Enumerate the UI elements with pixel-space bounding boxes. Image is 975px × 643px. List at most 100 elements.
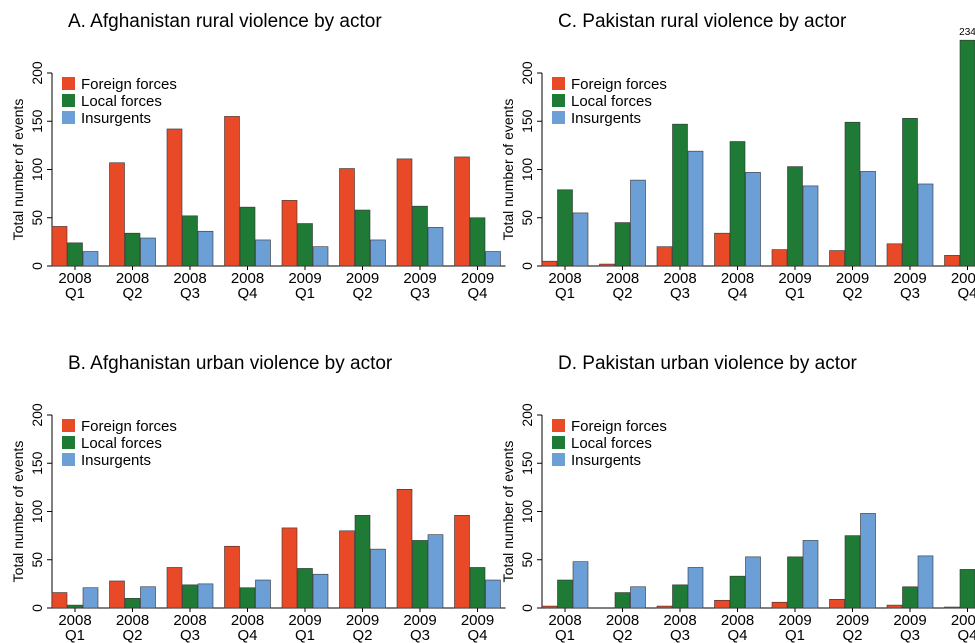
bar [787,556,803,609]
bar [614,592,631,609]
bar [469,217,486,267]
bar [787,166,803,267]
bar [729,141,746,267]
y-tick-label: 50 [29,552,45,568]
x-tick-label: 2008 [663,270,696,287]
bar [354,515,371,609]
bar [886,604,903,609]
legend-label: Insurgents [571,110,641,127]
y-tick-label: 50 [519,210,535,226]
y-tick-label: 150 [519,451,535,475]
bar [354,209,371,267]
x-tick-label: 2009 [836,612,869,629]
bar [124,232,141,267]
y-tick-label: 150 [519,109,535,133]
bar [124,598,141,609]
bar [197,583,214,609]
x-tick-label: 2008 [606,612,639,629]
bar [427,534,444,609]
bar [917,183,934,267]
x-tick-label: 2008 [58,612,91,629]
bar [829,250,845,267]
x-tick-label: Q1 [65,285,85,302]
x-tick-label: Q3 [180,627,200,643]
x-tick-label: Q1 [65,627,85,643]
bar [614,222,631,267]
x-tick-label: 2008 [116,612,149,629]
x-tick-label: 2009 [951,612,975,629]
bar [297,223,313,267]
chart-title: D. Pakistan urban violence by actor [558,353,858,374]
legend-swatch [62,436,75,449]
x-tick-label: 2008 [663,612,696,629]
bar [557,189,573,267]
x-tick-label: Q1 [785,627,805,643]
legend-swatch [552,77,565,90]
bar [902,118,918,267]
chart-panel: B. Afghanistan urban violence by actor To… [10,353,506,643]
y-tick-label: 150 [29,109,45,133]
legend-label: Foreign forces [571,418,667,435]
legend-swatch [552,111,565,124]
x-tick-label: 2008 [116,270,149,287]
x-tick-label: Q2 [122,627,142,643]
x-tick-label: Q1 [555,627,575,643]
bar [109,162,125,267]
bar [714,232,730,267]
legend-swatch [62,111,75,124]
y-tick-label: 200 [29,61,45,85]
y-tick-label: 0 [29,262,45,270]
bar [166,128,183,267]
x-tick-label: 2009 [951,270,975,287]
x-tick-label: 2009 [778,612,811,629]
x-tick-label: 2008 [231,270,264,287]
x-tick-label: Q2 [352,285,372,302]
bar [802,185,819,267]
legend-label: Foreign forces [81,418,177,435]
legend-swatch [62,419,75,432]
bar [255,579,271,609]
bar [297,568,313,609]
y-tick-label: 200 [29,403,45,427]
legend-swatch [62,77,75,90]
x-tick-label: 2009 [778,270,811,287]
y-tick-label: 0 [519,262,535,270]
x-tick-label: Q1 [295,285,315,302]
x-tick-label: 2009 [288,612,321,629]
y-tick-label: 100 [519,158,535,182]
legend-swatch [552,94,565,107]
bar [630,179,646,267]
legend-label: Insurgents [81,452,151,469]
bar [82,587,99,609]
bar [239,206,256,267]
bar [572,561,589,609]
legend-swatch [62,453,75,466]
bar [67,242,83,267]
bar [109,580,125,609]
bar [771,601,788,609]
bar [370,239,386,267]
bar [281,200,298,267]
bar [860,513,876,609]
bar [902,586,918,609]
x-tick-label: 2009 [461,612,494,629]
chart-panel: C. Pakistan rural violence by actor Total… [500,11,975,302]
bar [140,237,156,267]
bar [51,592,68,609]
bar [454,156,470,267]
bar [485,251,501,267]
y-tick-label: 200 [519,403,535,427]
x-tick-label: Q2 [352,627,372,643]
y-tick-label: 50 [519,552,535,568]
x-tick-label: 2009 [893,270,926,287]
bar [82,251,99,267]
bar [541,605,558,609]
legend-label: Insurgents [81,110,151,127]
x-tick-label: 2008 [721,270,754,287]
bar [630,586,646,609]
bar [140,586,156,609]
y-axis-label: Total number of events [10,441,26,583]
bar [729,575,746,609]
bar [312,246,329,267]
bar [672,123,688,267]
